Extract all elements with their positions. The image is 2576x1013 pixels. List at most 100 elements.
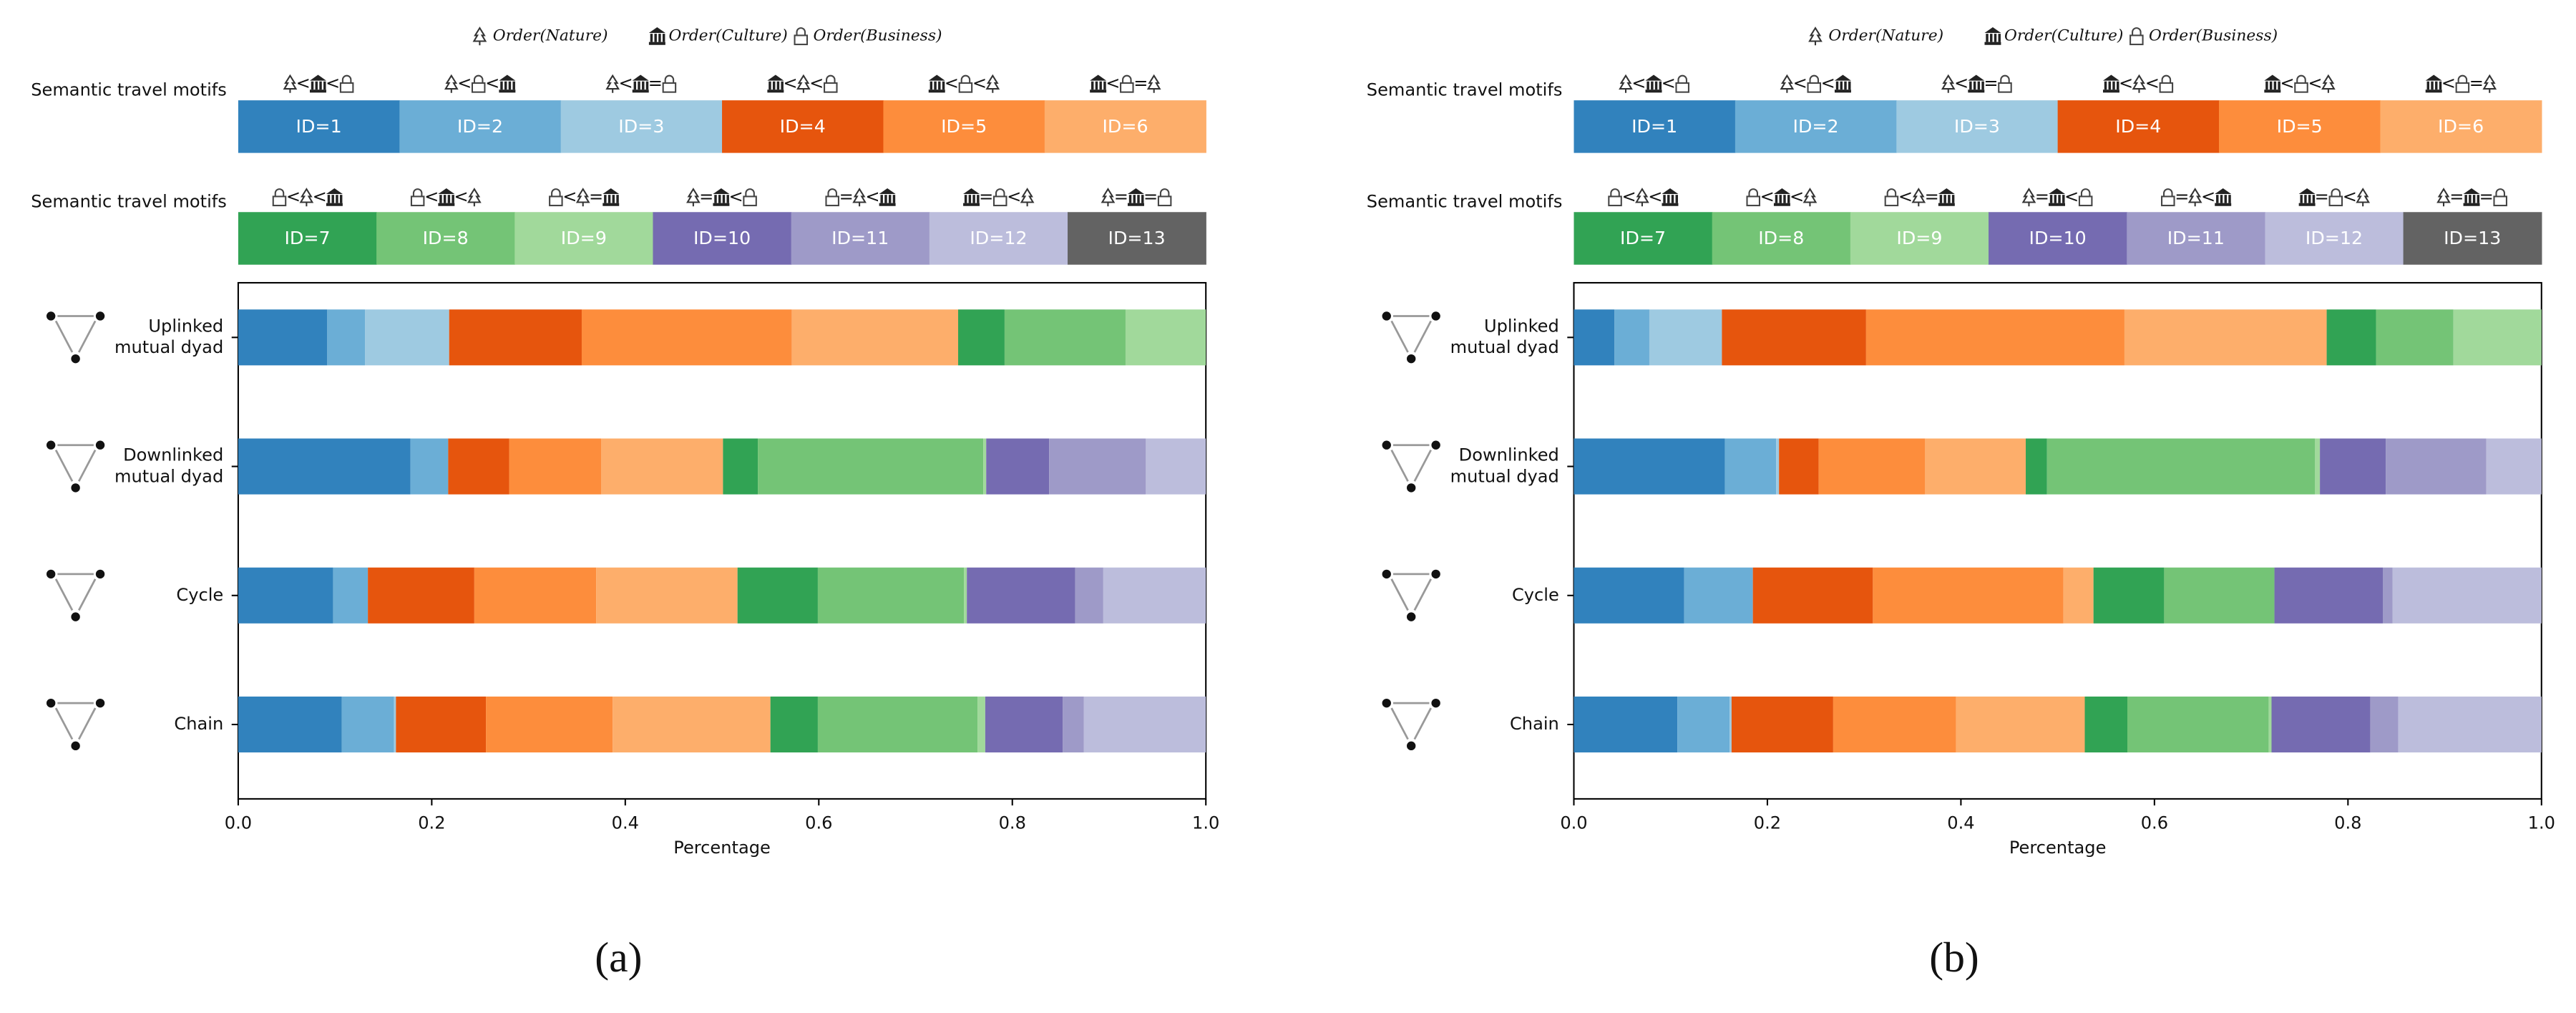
legend-swatch: [514, 212, 654, 265]
net-edge: [54, 707, 74, 740]
building-roof: [1968, 74, 1985, 81]
motif-relation: <: [865, 187, 879, 207]
legend-label: ID=10: [2029, 228, 2087, 248]
motif-relation: =: [1114, 187, 1128, 207]
building-roof: [928, 74, 945, 81]
building-column: [616, 195, 619, 203]
building-column: [650, 34, 653, 42]
motif-relation: =: [2469, 73, 2484, 93]
building-column: [781, 81, 784, 90]
business-icon: [992, 188, 1008, 207]
tree-shape: [2436, 188, 2451, 207]
building-column: [726, 195, 729, 203]
tree-shape: [1911, 188, 1926, 207]
motif-relation: <: [1662, 73, 1676, 93]
building-roof: [767, 74, 784, 81]
net-edge: [77, 707, 97, 740]
net-edge: [54, 578, 74, 611]
bar-segment: [817, 567, 965, 624]
building-column: [2312, 195, 2316, 203]
tree-shape: [2132, 74, 2147, 93]
motif-relation: <: [286, 187, 301, 207]
building-column: [2469, 195, 2472, 203]
net-node: [45, 697, 57, 709]
net-node: [1430, 568, 1442, 580]
building-column: [1835, 81, 1839, 90]
motif-relation: =: [589, 187, 603, 207]
bar-segment: [341, 696, 394, 753]
net-edge: [77, 578, 97, 611]
building-roof: [648, 26, 665, 33]
legend-label: ID=6: [1102, 116, 1148, 137]
legend-swatch: [2127, 212, 2266, 265]
building-column: [1103, 81, 1106, 90]
net-edge: [1390, 578, 1409, 611]
building-column: [319, 81, 322, 90]
bar-segment: [2274, 567, 2384, 624]
building-column: [2435, 81, 2438, 90]
motif-relation: <: [2201, 187, 2215, 207]
bar-segment: [1146, 438, 1206, 495]
business-icon: [1998, 74, 2012, 93]
caption: (b): [1929, 934, 1979, 981]
bar-segment: [613, 696, 771, 753]
building-column: [1840, 81, 1843, 90]
net-edge: [54, 320, 74, 353]
building-column: [311, 81, 314, 90]
tree-shape: [605, 74, 620, 93]
nature-icon: [1911, 188, 1926, 207]
bar-segment: [1574, 696, 1678, 753]
building-column: [964, 195, 967, 203]
nature-icon: [467, 188, 482, 207]
legend-label: ID=3: [1954, 116, 2000, 137]
net-node: [94, 568, 106, 580]
building-base: [963, 203, 980, 206]
building-column: [633, 81, 637, 90]
building-roof: [632, 74, 649, 81]
nature-icon: [605, 74, 620, 93]
tree-shape: [2021, 188, 2036, 207]
building-column: [2220, 195, 2223, 203]
legend-label: ID=2: [1793, 116, 1839, 137]
nature-icon: [1619, 74, 1633, 93]
building-column: [2464, 195, 2467, 203]
legend-swatch: [722, 100, 884, 153]
bar-segment: [238, 309, 328, 366]
business-icon: [549, 188, 563, 207]
legend-swatch: [2057, 100, 2220, 153]
lock-body: [1608, 195, 1622, 207]
lock-body: [2493, 195, 2507, 207]
building-column: [718, 195, 721, 203]
building-base: [1968, 89, 1985, 93]
lock-body: [743, 195, 757, 207]
motif-relation: <: [1648, 187, 1662, 207]
lock-shackle: [1748, 188, 1759, 197]
tree-shape: [1146, 74, 1161, 93]
legend-label: ID=9: [561, 228, 607, 248]
net-node: [45, 440, 57, 451]
lock-shackle: [412, 188, 423, 197]
motif-relation: <: [424, 187, 439, 207]
motif-relation: =: [2449, 187, 2464, 207]
legend-swatch: [1712, 212, 1851, 265]
motif-relation: <: [485, 73, 499, 93]
bar-segment: [1925, 438, 2026, 495]
lock-body: [1157, 195, 1172, 207]
bar-segment: [238, 438, 411, 495]
legend-label: ID=1: [296, 116, 342, 137]
building-roof: [1834, 74, 1851, 81]
business-icon: [272, 188, 287, 207]
bar-segment: [365, 309, 449, 366]
nature-icon: [472, 26, 487, 46]
building-roof: [1773, 188, 1790, 194]
tree-shape: [1780, 74, 1795, 93]
building-roof: [499, 74, 516, 81]
bar-segment: [2271, 696, 2371, 753]
legend-label: ID=12: [970, 228, 1027, 248]
building-column: [930, 81, 933, 90]
business-icon: [2493, 188, 2507, 207]
motif-relation: <: [972, 73, 987, 93]
building-column: [339, 195, 343, 203]
business-icon: [825, 188, 839, 207]
culture-icon: [648, 26, 665, 45]
